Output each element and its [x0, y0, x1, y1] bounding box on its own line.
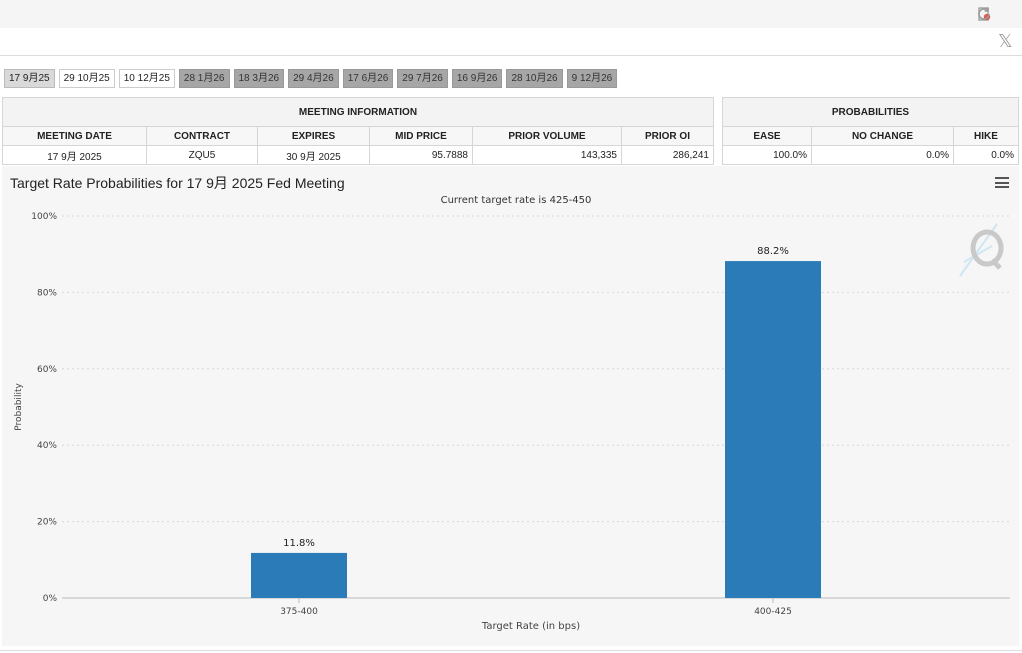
y-tick-label: 80%: [37, 288, 57, 298]
refresh-icon[interactable]: [978, 6, 1014, 22]
quikstrike-logo-icon: [959, 223, 1004, 277]
tab-meeting-4[interactable]: 18 3月26: [233, 69, 285, 88]
tab-meeting-6[interactable]: 17 6月26: [342, 69, 394, 88]
expires-value: 30 9月 2025: [257, 145, 370, 165]
col-contract: CONTRACT: [146, 126, 258, 146]
meeting-tabs: 17 9月25 29 10月25 10 12月25 28 1月26 18 3月26 29 …: [4, 69, 618, 88]
y-tick-label: 40%: [37, 441, 57, 451]
contract-value: ZQU5: [146, 145, 258, 165]
meeting-date-value: 17 9月 2025: [2, 145, 147, 165]
meeting-information-table: MEETING INFORMATION MEETING DATE CONTRAC…: [2, 97, 714, 165]
tab-meeting-5[interactable]: 29 4月26: [288, 69, 339, 88]
hamburger-menu-icon[interactable]: [995, 177, 1009, 188]
col-no-change: NO CHANGE: [811, 126, 954, 146]
ease-value: 100.0%: [722, 145, 812, 165]
chart-panel: Target Rate Probabilities for 17 9月 2025…: [2, 166, 1019, 646]
col-meeting-date: MEETING DATE: [2, 126, 147, 146]
probabilities-table: PROBABILITIES EASE NO CHANGE HIKE 100.0%…: [722, 97, 1019, 165]
tab-meeting-0[interactable]: 17 9月25: [4, 69, 55, 88]
tab-meeting-9[interactable]: 28 10月26: [506, 69, 563, 88]
chart-title: Target Rate Probabilities for 17 9月 2025…: [10, 175, 345, 191]
hike-value: 0.0%: [953, 145, 1019, 165]
tab-meeting-2[interactable]: 10 12月25: [118, 69, 175, 88]
tab-meeting-8[interactable]: 16 9月26: [451, 69, 503, 88]
probabilities-title: PROBABILITIES: [722, 97, 1019, 127]
x-axis-title: Target Rate (in bps): [481, 621, 580, 632]
bar-400-425: [725, 261, 821, 598]
col-prior-oi: PRIOR OI: [621, 126, 714, 146]
y-tick-label: 20%: [37, 518, 57, 528]
x-tick-label: 400-425: [754, 607, 792, 617]
share-bar: 𝕏: [0, 28, 1022, 56]
mid-price-value: 95.7888: [369, 145, 473, 165]
bar-375-400: [251, 552, 347, 598]
bar-chart: Current target rate is 425-450 0% 20% 40% 60…: [14, 195, 1010, 632]
tab-meeting-1[interactable]: 29 10月25: [58, 69, 115, 88]
col-mid-price: MID PRICE: [369, 126, 473, 146]
divider: [0, 650, 1022, 651]
y-tick-label: 60%: [37, 365, 57, 375]
meeting-info-title: MEETING INFORMATION: [2, 97, 714, 127]
data-label: 11.8%: [283, 538, 315, 549]
table-row: 17 9月 2025 ZQU5 30 9月 2025 95.7888 143,3…: [2, 145, 714, 165]
top-toolbar: [0, 0, 1022, 28]
col-prior-volume: PRIOR VOLUME: [472, 126, 622, 146]
col-hike: HIKE: [953, 126, 1019, 146]
prior-oi-value: 286,241: [621, 145, 714, 165]
x-logo-icon[interactable]: 𝕏: [998, 31, 1013, 52]
chart-subtitle: Current target rate is 425-450: [441, 195, 592, 206]
table-row: 100.0% 0.0% 0.0%: [722, 145, 1019, 165]
data-label: 88.2%: [757, 246, 789, 257]
col-expires: EXPIRES: [257, 126, 370, 146]
col-ease: EASE: [722, 126, 812, 146]
x-tick-label: 375-400: [280, 607, 318, 617]
tab-meeting-3[interactable]: 28 1月26: [178, 69, 230, 88]
y-tick-label: 0%: [43, 594, 58, 604]
y-axis-title: Probability: [14, 383, 24, 431]
prior-volume-value: 143,335: [472, 145, 622, 165]
y-tick-label: 100%: [31, 212, 57, 222]
tab-meeting-10[interactable]: 9 12月26: [566, 69, 618, 88]
no-change-value: 0.0%: [811, 145, 954, 165]
tab-meeting-7[interactable]: 29 7月26: [397, 69, 448, 88]
